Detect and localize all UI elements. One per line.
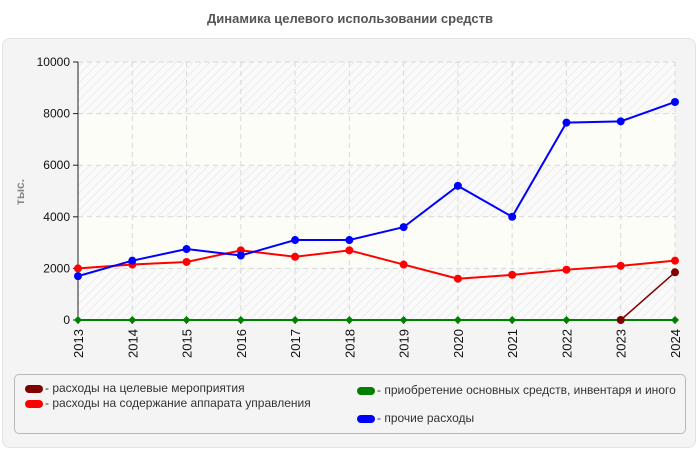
legend-swatch: [357, 387, 375, 395]
legend-item-target-events: - расходы на целевые мероприятия: [25, 382, 345, 395]
data-point: [453, 316, 462, 324]
x-tick-label: 2013: [71, 329, 86, 358]
data-point: [508, 270, 517, 279]
data-point: [508, 316, 517, 324]
data-point: [616, 261, 625, 270]
x-tick-label: 2017: [288, 329, 303, 358]
x-tick-label: 2018: [342, 329, 357, 358]
legend-item-admin-costs: - расходы на содержание аппарата управле…: [25, 397, 345, 410]
data-point: [291, 316, 300, 324]
plot-band: [78, 216, 675, 269]
data-point: [74, 316, 82, 324]
data-point: [671, 256, 679, 265]
x-tick-label: 2014: [125, 329, 140, 358]
data-point: [74, 272, 82, 281]
data-point: [399, 223, 408, 232]
y-tick-label: 8000: [43, 107, 70, 121]
data-point: [182, 316, 191, 324]
data-point: [182, 245, 191, 254]
data-point: [562, 316, 571, 324]
data-point: [291, 236, 300, 245]
data-point: [399, 260, 408, 269]
x-tick-label: 2020: [451, 329, 466, 358]
plot-band: [78, 62, 675, 114]
data-point: [453, 274, 462, 283]
data-point: [616, 117, 625, 126]
x-tick-label: 2022: [559, 329, 574, 358]
x-tick-label: 2015: [180, 329, 195, 358]
x-tick-label: 2016: [234, 329, 249, 358]
data-point: [671, 316, 679, 324]
chart-title: Динамика целевого использовании средств: [207, 11, 493, 26]
data-point: [345, 316, 354, 324]
data-point: [399, 316, 408, 324]
data-point: [671, 268, 679, 277]
x-tick-label: 2024: [668, 329, 683, 358]
x-tick-label: 2019: [397, 329, 412, 358]
y-tick-label: 10000: [37, 55, 71, 69]
data-point: [291, 252, 300, 261]
data-point: [345, 236, 354, 245]
legend-item-other-costs: - прочие расходы: [357, 412, 677, 425]
legend: - расходы на целевые мероприятия - расхо…: [14, 374, 686, 434]
data-point: [128, 256, 137, 265]
data-point: [508, 212, 517, 221]
data-point: [562, 118, 571, 127]
legend-swatch: [357, 415, 375, 423]
data-point: [236, 251, 245, 260]
series-line: [620, 271, 676, 321]
data-point: [74, 264, 82, 273]
legend-swatch: [25, 400, 43, 408]
series-line: [77, 101, 676, 278]
data-point: [128, 316, 137, 324]
data-point: [236, 316, 245, 324]
data-point: [345, 246, 354, 255]
legend-swatch: [25, 385, 43, 393]
series-line: [77, 249, 676, 280]
plot-band: [78, 165, 675, 217]
y-tick-label: 2000: [43, 261, 70, 275]
data-point: [616, 316, 625, 324]
y-tick-label: 4000: [43, 210, 70, 224]
data-point: [182, 257, 191, 266]
legend-item-fixed-assets: - приобретение основных средств, инвента…: [357, 384, 677, 397]
x-tick-label: 2021: [505, 329, 520, 358]
y-tick-label: 0: [63, 313, 70, 327]
y-axis-label: тыс.: [13, 179, 27, 205]
plot-band: [78, 268, 675, 320]
y-tick-label: 6000: [43, 158, 70, 172]
x-tick-label: 2023: [614, 329, 629, 358]
data-point: [453, 181, 462, 190]
data-point: [671, 97, 679, 106]
data-point: [562, 265, 571, 274]
